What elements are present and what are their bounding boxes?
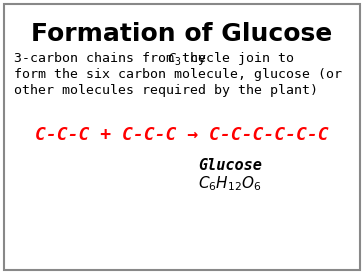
Text: C: C — [167, 52, 175, 65]
Text: C-C-C + C-C-C → C-C-C-C-C-C: C-C-C + C-C-C → C-C-C-C-C-C — [35, 126, 329, 144]
Text: form the six carbon molecule, glucose (or: form the six carbon molecule, glucose (o… — [14, 68, 342, 81]
Text: Formation of Glucose: Formation of Glucose — [31, 22, 333, 46]
Text: $\mathit{C}_6\mathit{H}_{12}\mathit{O}_6$: $\mathit{C}_6\mathit{H}_{12}\mathit{O}_6… — [198, 174, 262, 193]
FancyBboxPatch shape — [4, 4, 360, 270]
Text: Glucose: Glucose — [198, 158, 262, 173]
Text: other molecules required by the plant): other molecules required by the plant) — [14, 84, 318, 97]
Text: 3: 3 — [174, 57, 180, 67]
Text: 3-carbon chains from the: 3-carbon chains from the — [14, 52, 214, 65]
Text: cycle join to: cycle join to — [182, 52, 294, 65]
